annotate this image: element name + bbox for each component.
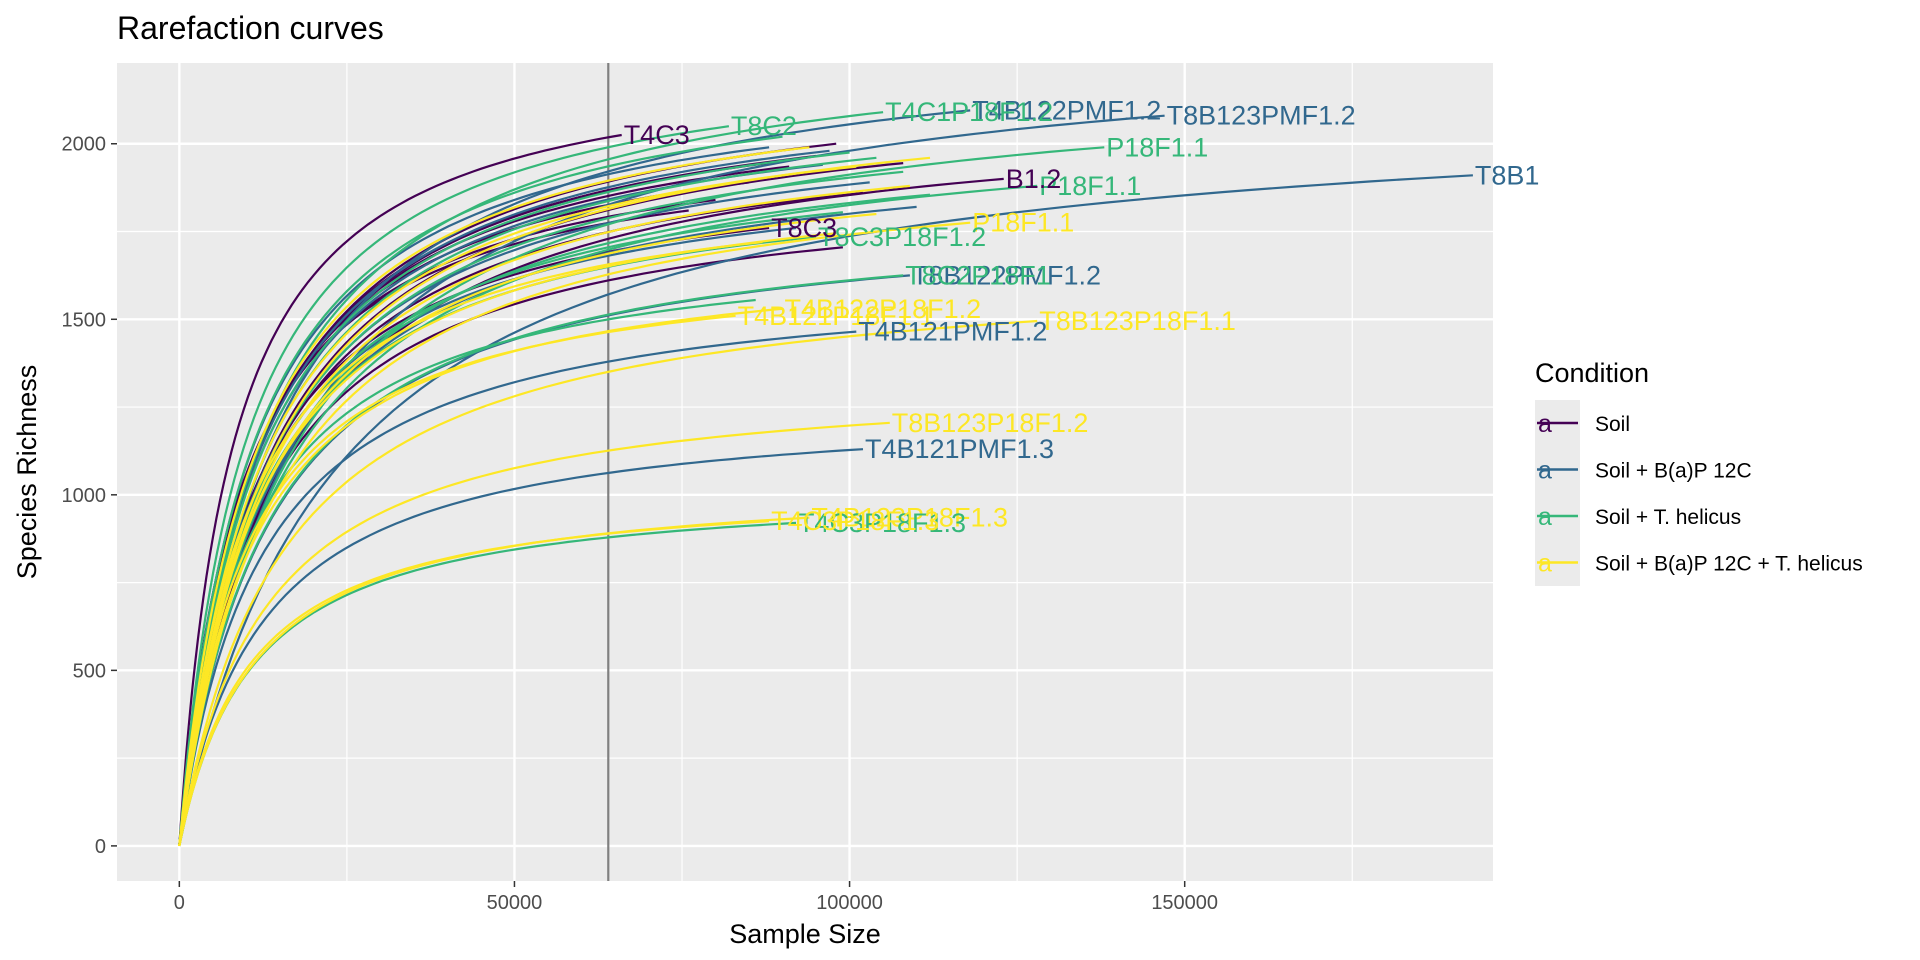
- x-tick-label: 0: [174, 892, 185, 914]
- y-tick-label: 1000: [62, 485, 107, 507]
- rarefaction-curve: [178, 151, 850, 847]
- curve-label: T4B121PMF1.2: [858, 317, 1047, 347]
- curve-label: T8B123P18F1.1: [1039, 306, 1236, 336]
- rarefaction-curve: [178, 135, 783, 847]
- rarefaction-curve: [178, 274, 904, 847]
- rarefaction-curve: [178, 421, 890, 847]
- legend-key-glyph: a: [1538, 457, 1552, 485]
- curve-label: T8C2: [731, 111, 797, 141]
- rarefaction-curve: [178, 125, 730, 846]
- x-axis-title: Sample Size: [729, 919, 881, 949]
- rarefaction-curve: [178, 330, 857, 847]
- y-axis-ticks: 0 500 1000 1500 2000: [62, 134, 117, 858]
- legend: Condition a Soil a Soil + B(a)P 12C a Soil + …: [1535, 358, 1863, 586]
- curve-label: T8B123PMF1.2: [1167, 101, 1356, 131]
- curve-label: T8B1: [1475, 160, 1540, 190]
- legend-key-glyph: a: [1538, 503, 1552, 531]
- curve-label: T4B123P18F1.3: [811, 503, 1008, 533]
- rarefaction-curve: [178, 156, 931, 847]
- curve-label: T4C3P18F1.3: [771, 506, 939, 536]
- curve-label: T4C1P18F1.2: [885, 97, 1053, 127]
- curve-label: T4B122P18F1.2: [785, 294, 982, 324]
- x-tick-label: 100000: [816, 892, 883, 914]
- curve-label: B1.2: [1006, 164, 1062, 194]
- rarefaction-curve: [178, 111, 884, 847]
- y-tick-label: 2000: [62, 134, 107, 156]
- rarefaction-curve: [178, 307, 783, 847]
- rarefaction-curve: [178, 240, 763, 847]
- chart-title: Rarefaction curves: [117, 10, 384, 46]
- rarefaction-curve: [178, 146, 810, 847]
- legend-key-glyph: a: [1538, 550, 1552, 578]
- legend-entry-label: Soil + B(a)P 12C: [1595, 460, 1752, 483]
- x-axis-ticks: 0 50000 100000 150000: [174, 881, 1218, 914]
- curve-label: P18F1.1: [972, 208, 1074, 238]
- curve-label: P18F1.1: [1106, 132, 1208, 162]
- curve-label: P18F1.1: [1039, 171, 1141, 201]
- y-tick-label: 0: [95, 836, 106, 858]
- rarefaction-curve: [178, 448, 864, 847]
- curve-label: T8B122PMF1.2: [912, 260, 1101, 290]
- y-tick-label: 500: [73, 660, 106, 682]
- rarefaction-curve: [178, 174, 1473, 847]
- curve-label: T8C2P18F1: [905, 260, 1051, 290]
- rarefaction-curve: [178, 221, 971, 847]
- curve-label: T4B121P18F1.1: [738, 301, 935, 331]
- curve-label: T8B123P18F1.2: [892, 408, 1089, 438]
- curves: [178, 109, 1473, 847]
- y-axis-title: Species Richness: [12, 365, 42, 580]
- legend-entry-label: Soil: [1595, 413, 1630, 436]
- curve-label: T4C3: [624, 120, 690, 150]
- curve-label: T8C3: [771, 213, 837, 243]
- legend-entry-label: Soil + T. helicus: [1595, 506, 1741, 529]
- rarefaction-curve: [178, 133, 622, 846]
- rarefaction-curve: [178, 520, 770, 847]
- x-tick-label: 50000: [487, 892, 543, 914]
- curve-label: T4C3P18F1.3: [798, 508, 966, 538]
- rarefaction-curve: [178, 319, 1038, 847]
- legend-key-glyph: a: [1538, 410, 1552, 438]
- y-tick-label: 1500: [62, 309, 107, 331]
- rarefaction-curve: [178, 165, 857, 847]
- curve-label: T8C3P18F1.2: [818, 222, 986, 252]
- legend-title: Condition: [1535, 358, 1649, 388]
- legend-entry-label: Soil + B(a)P 12C + T. helicus: [1595, 553, 1863, 576]
- curve-label: T4B121PMF1.3: [865, 434, 1054, 464]
- curve-label: T4B122PMF1.2: [972, 95, 1161, 125]
- x-tick-label: 150000: [1151, 892, 1218, 914]
